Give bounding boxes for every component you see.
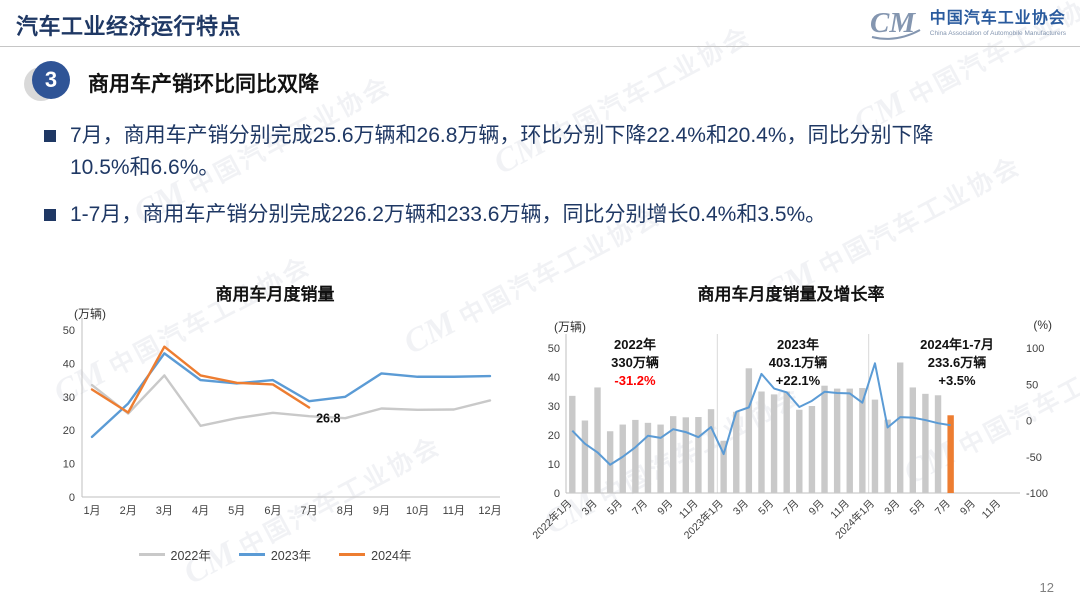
svg-text:20: 20 bbox=[63, 425, 75, 437]
caam-logo-swoosh bbox=[871, 29, 921, 40]
legend-label-2023: 2023年 bbox=[270, 549, 312, 563]
svg-text:3月: 3月 bbox=[580, 498, 600, 518]
svg-text:11月: 11月 bbox=[980, 498, 1004, 522]
svg-text:5月: 5月 bbox=[756, 498, 776, 518]
annotation-2022-year: 2022年 bbox=[614, 337, 656, 352]
svg-text:7月: 7月 bbox=[301, 505, 318, 517]
svg-text:7月: 7月 bbox=[630, 498, 650, 518]
legend-item-2024: 2024年 bbox=[339, 545, 411, 564]
svg-text:8月: 8月 bbox=[337, 505, 354, 517]
svg-text:0: 0 bbox=[554, 488, 560, 500]
section-title: 商用车产销环比同比双降 bbox=[88, 73, 319, 96]
svg-text:-100: -100 bbox=[1026, 488, 1048, 500]
page-number: 12 bbox=[1039, 580, 1054, 595]
annotation-2022: 2022年 330万辆 -31.2% bbox=[570, 336, 700, 391]
bullet-square-icon bbox=[44, 209, 56, 221]
legend-swatch-2022 bbox=[138, 553, 165, 556]
chart2-right-unit-label: (%) bbox=[1033, 318, 1052, 332]
annotation-2023: 2023年 403.1万辆 +22.1% bbox=[733, 336, 863, 391]
svg-text:11月: 11月 bbox=[443, 505, 465, 517]
svg-text:9月: 9月 bbox=[958, 498, 978, 518]
svg-text:0: 0 bbox=[1026, 416, 1032, 428]
svg-text:50: 50 bbox=[63, 325, 75, 337]
caam-logo-mark: CM bbox=[870, 7, 916, 39]
bullet-square-icon bbox=[44, 130, 56, 142]
caam-logo: CM 中国汽车工业协会 China Association of Automob… bbox=[869, 6, 1066, 42]
svg-text:9月: 9月 bbox=[807, 498, 827, 518]
svg-text:6月: 6月 bbox=[264, 505, 281, 517]
svg-text:3月: 3月 bbox=[731, 498, 751, 518]
section-number-badge: 3 bbox=[32, 61, 70, 99]
chart1-legend: 2022年 2023年 2024年 bbox=[34, 545, 516, 564]
legend-swatch-2023 bbox=[238, 553, 265, 556]
svg-text:10: 10 bbox=[63, 459, 75, 471]
chart1-plot: 0 10 20 30 40 50 1月 2月 3月 4月 5月 6月 7月 8月 9月 10月 11月 12月 26… bbox=[63, 318, 502, 517]
svg-text:1月: 1月 bbox=[83, 505, 100, 517]
svg-text:10月: 10月 bbox=[406, 505, 429, 517]
svg-text:9月: 9月 bbox=[373, 505, 390, 517]
caam-logo-graphic: CM bbox=[870, 7, 921, 40]
bullet-item-ytd: 1-7月，商用车产销分别完成226.2万辆和233.6万辆，同比分别增长0.4%… bbox=[44, 199, 984, 231]
annotation-2024-growth: +3.5% bbox=[938, 373, 976, 389]
annotation-2023-year: 2023年 bbox=[777, 337, 819, 352]
svg-text:20: 20 bbox=[548, 430, 560, 442]
legend-item-2022: 2022年 bbox=[138, 545, 211, 564]
svg-text:2月: 2月 bbox=[120, 505, 137, 517]
svg-text:7月: 7月 bbox=[781, 498, 801, 518]
annotation-2024-total: 233.6万辆 bbox=[927, 355, 987, 371]
header-divider bbox=[0, 46, 1080, 47]
svg-text:50: 50 bbox=[1026, 379, 1038, 391]
svg-text:0: 0 bbox=[69, 492, 75, 504]
svg-text:3月: 3月 bbox=[156, 505, 173, 517]
svg-text:26.8: 26.8 bbox=[316, 411, 340, 425]
annotation-2024: 2024年1-7月 233.6万辆 +3.5% bbox=[892, 336, 1022, 391]
chart-monthly-sales-figure: 商用车月度销量 (万辆) 0 10 20 30 40 50 1月 2月 3月 4月 5月 6月 7月 8月… bbox=[34, 280, 516, 568]
logo-org-en: China Association of Automobile Manufact… bbox=[929, 30, 1066, 38]
bullet-list: 7月，商用车产销分别完成25.6万辆和26.8万辆，环比分别下降22.4%和20… bbox=[44, 120, 984, 247]
svg-text:50: 50 bbox=[548, 343, 560, 355]
chart1-unit-label: (万辆) bbox=[74, 307, 106, 321]
logo-org-cn: 中国汽车工业协会 bbox=[929, 10, 1066, 28]
annotation-2024-year: 2024年1-7月 bbox=[920, 337, 994, 352]
bullet-text-ytd: 1-7月，商用车产销分别完成226.2万辆和233.6万辆，同比分别增长0.4%… bbox=[70, 203, 827, 226]
chart2-title: 商用车月度销量及增长率 bbox=[697, 285, 885, 304]
svg-text:3月: 3月 bbox=[882, 498, 902, 518]
svg-text:10: 10 bbox=[548, 459, 560, 471]
legend-label-2024: 2024年 bbox=[371, 549, 412, 563]
svg-text:40: 40 bbox=[548, 372, 560, 384]
svg-text:7月: 7月 bbox=[933, 498, 953, 518]
svg-text:-50: -50 bbox=[1026, 452, 1042, 464]
annotation-2022-growth: -31.2% bbox=[614, 373, 656, 389]
svg-text:30: 30 bbox=[548, 401, 560, 413]
chart2-left-unit-label: (万辆) bbox=[554, 320, 586, 334]
legend-label-2022: 2022年 bbox=[170, 549, 211, 563]
svg-text:5月: 5月 bbox=[228, 505, 245, 517]
bullet-text-july: 7月，商用车产销分别完成25.6万辆和26.8万辆，环比分别下降22.4%和20… bbox=[70, 124, 934, 179]
svg-text:100: 100 bbox=[1026, 343, 1044, 355]
chart-sales-growth-figure: 商用车月度销量及增长率 (万辆) (%) 0 10 20 30 40 50 -100 -50 0… bbox=[524, 280, 1058, 580]
svg-text:40: 40 bbox=[63, 358, 75, 370]
svg-text:5月: 5月 bbox=[907, 498, 927, 518]
page-title: 汽车工业经济运行特点 bbox=[16, 14, 242, 39]
legend-item-2023: 2023年 bbox=[238, 545, 312, 564]
svg-text:30: 30 bbox=[63, 392, 75, 404]
svg-text:12月: 12月 bbox=[478, 505, 501, 517]
annotation-2022-total: 330万辆 bbox=[611, 355, 659, 371]
legend-swatch-2024 bbox=[339, 553, 366, 556]
chart1-title: 商用车月度销量 bbox=[215, 285, 335, 304]
svg-text:5月: 5月 bbox=[605, 498, 625, 518]
annotation-2023-total: 403.1万辆 bbox=[768, 355, 828, 371]
annotation-2023-growth: +22.1% bbox=[775, 373, 821, 389]
bullet-item-july: 7月，商用车产销分别完成25.6万辆和26.8万辆，环比分别下降22.4%和20… bbox=[44, 120, 984, 183]
svg-text:2022年1月: 2022年1月 bbox=[530, 497, 575, 542]
svg-text:9月: 9月 bbox=[655, 498, 675, 518]
svg-text:4月: 4月 bbox=[192, 505, 209, 517]
